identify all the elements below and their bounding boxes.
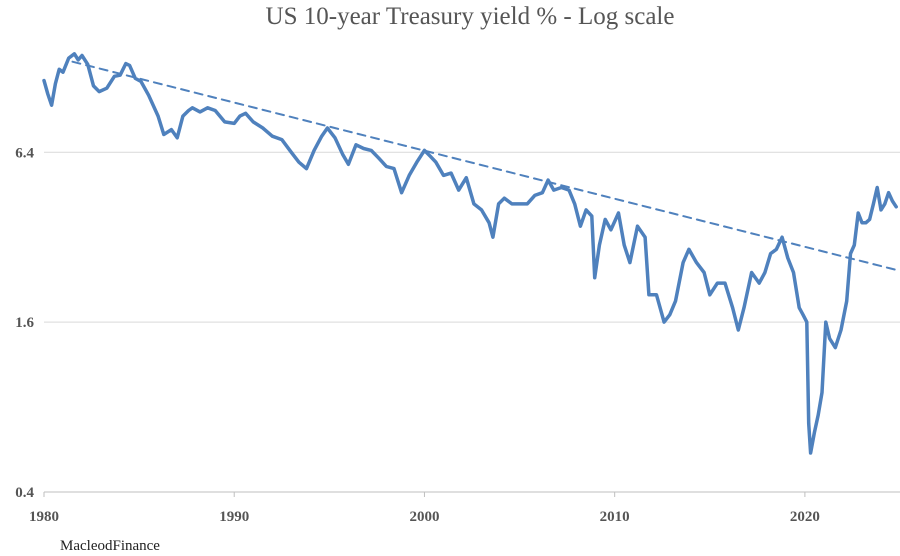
x-tick-label: 2000 bbox=[409, 509, 439, 525]
x-tick-label: 1980 bbox=[29, 509, 59, 525]
y-tick-label: 1.6 bbox=[15, 315, 34, 331]
axes bbox=[43, 491, 900, 497]
y-tick-label: 6.4 bbox=[15, 145, 34, 161]
y-tick-label: 0.4 bbox=[15, 485, 34, 501]
trend-line bbox=[71, 60, 898, 271]
source-label: MacleodFinance bbox=[60, 538, 160, 554]
x-tick-labels: 1980 1990 2000 2010 2020 bbox=[29, 509, 820, 525]
y-tick-labels: 0.4 1.6 6.4 bbox=[15, 145, 34, 501]
yield-line bbox=[42, 52, 898, 455]
x-tick-label: 2010 bbox=[600, 509, 630, 525]
x-tick-label: 1990 bbox=[219, 509, 249, 525]
series-group bbox=[42, 52, 898, 455]
x-tick-label: 2020 bbox=[790, 509, 820, 525]
chart-title: US 10-year Treasury yield % - Log scale bbox=[266, 3, 675, 30]
